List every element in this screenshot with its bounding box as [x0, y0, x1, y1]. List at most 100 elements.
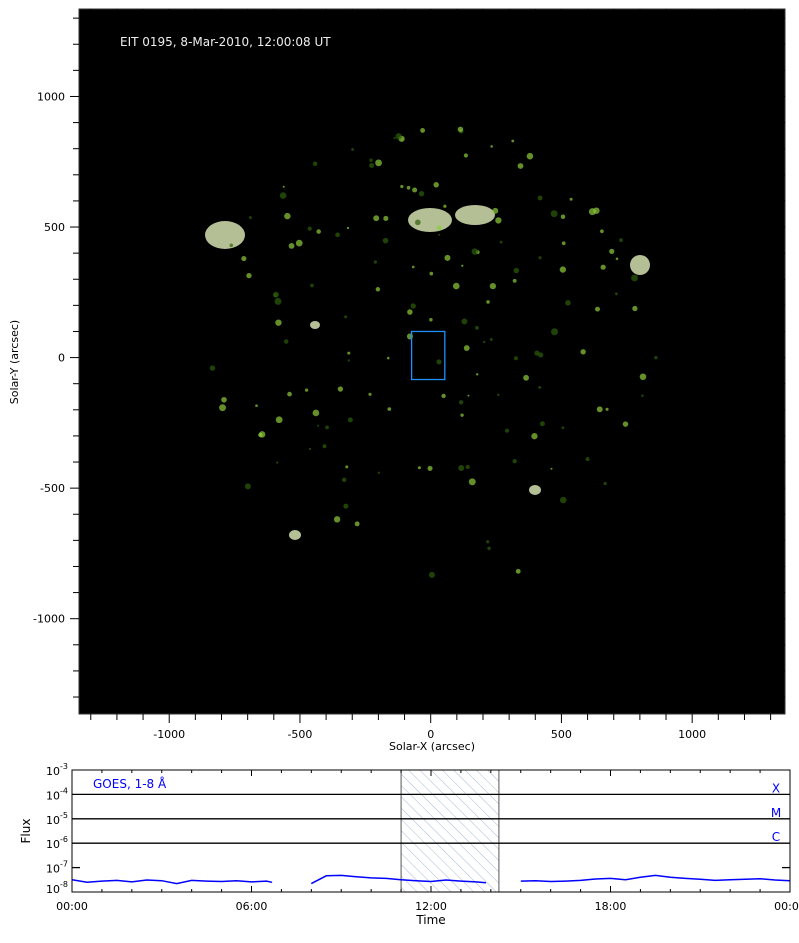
disk-feature	[258, 431, 266, 438]
disk-feature	[561, 241, 566, 246]
disk-feature	[486, 540, 490, 544]
disk-feature	[483, 340, 486, 344]
disk-feature	[588, 208, 596, 216]
disk-feature	[461, 318, 468, 325]
disk-feature	[345, 465, 349, 469]
disk-feature	[429, 271, 434, 276]
disk-feature	[383, 215, 389, 221]
bright-region	[408, 208, 452, 232]
disk-feature	[513, 356, 518, 361]
disk-feature	[614, 292, 618, 296]
disk-feature	[585, 457, 590, 462]
disk-feature	[550, 210, 558, 218]
x-axis-label-time: Time	[415, 913, 445, 927]
disk-feature	[471, 248, 479, 255]
disk-feature	[400, 184, 404, 189]
disk-feature	[560, 496, 567, 504]
y-tick-label: -500	[40, 482, 65, 495]
bright-region	[205, 221, 245, 249]
disk-feature	[490, 145, 493, 148]
disk-feature	[436, 225, 442, 231]
disk-feature	[307, 226, 312, 231]
disk-feature	[244, 483, 251, 490]
disk-feature	[561, 426, 565, 430]
roi-box[interactable]	[410, 330, 446, 381]
disk-feature	[460, 413, 464, 417]
disk-feature	[600, 264, 606, 270]
disk-feature	[375, 287, 381, 292]
disk-feature	[312, 409, 320, 417]
disk-feature	[619, 238, 623, 243]
bright-region	[289, 530, 301, 540]
disk-feature	[347, 417, 353, 423]
disk-feature	[515, 568, 521, 574]
disk-feature	[463, 345, 470, 351]
disk-feature	[317, 424, 320, 427]
y-tick-label: 10-3	[46, 762, 68, 778]
goes-panel: XMC 00:00 06:00 12:00 18:00 00:00 10-8 10-7 10-…	[19, 762, 799, 927]
disk-feature	[255, 404, 258, 408]
disk-feature	[654, 355, 658, 360]
class-label-M: M	[771, 806, 781, 820]
disk-feature	[369, 162, 375, 168]
y-axis-label: Solar-Y (arcsec)	[8, 320, 21, 404]
disk-feature	[273, 291, 279, 298]
y-tick-label: 500	[44, 221, 65, 234]
disk-feature	[387, 407, 392, 411]
disk-feature	[219, 404, 226, 412]
bright-region	[310, 321, 320, 329]
disk-feature	[538, 385, 542, 389]
x-tick-label: 06:00	[236, 900, 268, 913]
disk-feature	[569, 197, 573, 201]
disk-feature	[489, 283, 497, 290]
disk-feature	[407, 309, 413, 315]
disk-feature	[457, 126, 464, 133]
disk-feature	[512, 278, 517, 283]
disk-feature	[436, 359, 442, 365]
goes-flux-line	[72, 878, 273, 885]
image-title: EIT 0195, 8-Mar-2010, 12:00:08 UT	[120, 35, 331, 49]
disk-feature	[531, 433, 538, 440]
disk-feature	[283, 339, 289, 344]
disk-feature	[375, 159, 382, 167]
disk-feature	[411, 265, 415, 269]
x-tick-label: 500	[551, 728, 572, 741]
y-tick-label: 10-8	[46, 880, 68, 896]
x-tick-label: -1000	[153, 728, 185, 741]
disk-feature	[603, 481, 607, 486]
disk-feature	[504, 428, 510, 433]
disk-feature	[368, 392, 372, 396]
disk-feature	[461, 264, 464, 267]
disk-feature	[458, 400, 464, 405]
disk-feature	[475, 373, 479, 376]
disk-feature	[452, 282, 460, 290]
disk-feature	[458, 464, 465, 471]
bright-region	[529, 485, 541, 495]
disk-feature	[347, 351, 351, 355]
disk-feature	[523, 374, 529, 381]
disk-feature	[316, 229, 321, 234]
disk-feature	[275, 319, 282, 326]
disk-feature	[550, 467, 553, 470]
disk-feature	[468, 478, 476, 486]
disk-feature	[410, 303, 416, 309]
disk-feature	[467, 394, 470, 397]
x-tick-label: -500	[287, 728, 312, 741]
disk-feature	[538, 256, 542, 260]
disk-feature	[406, 185, 411, 190]
disk-feature	[241, 256, 247, 262]
disk-feature	[429, 317, 433, 322]
goes-flux-line	[310, 874, 487, 885]
disk-feature	[443, 204, 447, 208]
disk-feature	[373, 260, 377, 264]
class-label-C: C	[772, 830, 780, 844]
disk-feature	[615, 257, 619, 261]
disk-feature	[559, 266, 567, 273]
goes-flux-line	[520, 874, 790, 883]
disk-feature	[346, 226, 350, 230]
disk-feature	[551, 328, 559, 336]
y-axis-label-flux: Flux	[19, 819, 33, 844]
disk-feature	[526, 152, 534, 160]
x-tick-label: 18:00	[595, 900, 627, 913]
